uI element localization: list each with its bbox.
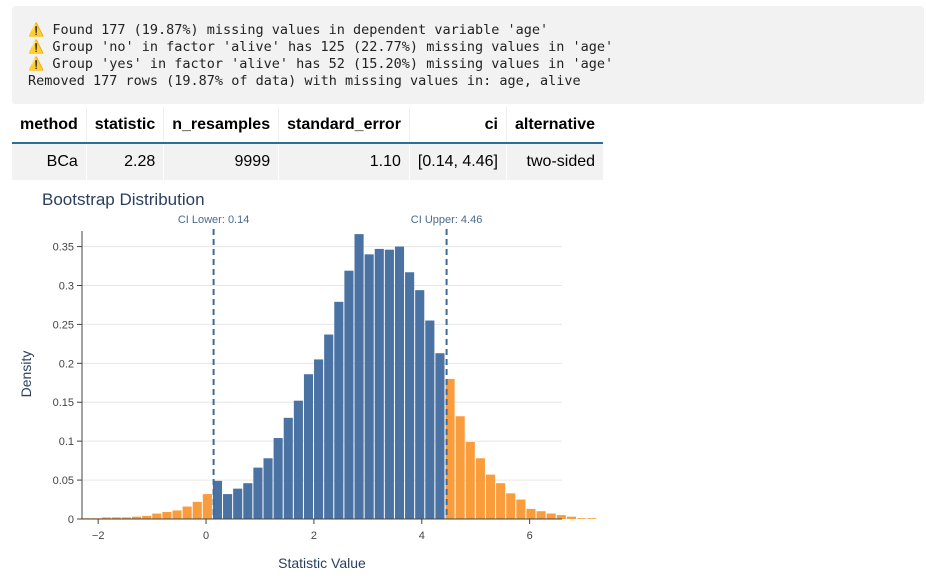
header-ci: ci: [408, 107, 507, 144]
histogram-bar: [344, 270, 354, 519]
log-text: Removed 177 rows (19.87% of data) with m…: [28, 73, 581, 89]
header-alternative: alternative: [505, 107, 604, 144]
histogram-bar: [202, 494, 212, 519]
y-tick-label: 0: [68, 514, 74, 526]
histogram-bar: [516, 499, 526, 519]
histogram-bar: [354, 234, 364, 519]
log-text: Found 177 (19.87%) missing values in dep…: [44, 22, 549, 38]
log-line: ⚠️ Group 'yes' in factor 'alive' has 52 …: [28, 56, 924, 73]
cell-method: BCa: [12, 143, 87, 180]
x-axis-label: Statistic Value: [278, 555, 366, 571]
histogram-bar: [233, 488, 243, 519]
histogram-bar: [253, 467, 263, 519]
warning-log: ⚠️ Found 177 (19.87%) missing values in …: [12, 6, 924, 104]
cell-n-resamples: 9999: [163, 143, 279, 180]
histogram-bar: [455, 416, 465, 519]
y-tick-label: 0.35: [53, 242, 74, 254]
header-n-resamples: n_resamples: [163, 107, 279, 144]
y-tick-label: 0.3: [59, 280, 74, 292]
y-tick-label: 0.1: [59, 436, 74, 448]
histogram-bar: [394, 246, 405, 519]
histogram-bar: [536, 511, 546, 519]
histogram-bar: [293, 400, 303, 519]
histogram-bar: [243, 483, 253, 519]
histogram-bar: [283, 417, 293, 519]
log-line: ⚠️ Found 177 (19.87%) missing values in …: [28, 22, 924, 39]
y-tick-label: 0.25: [53, 319, 74, 331]
histogram-bar: [475, 458, 485, 519]
histogram-bar: [496, 483, 506, 519]
cell-standard-error: 1.10: [278, 143, 410, 180]
warning-icon: ⚠️: [28, 57, 45, 72]
histogram-bar: [273, 438, 283, 519]
cell-ci: [0.14, 4.46]: [408, 143, 507, 180]
x-tick-label: 2: [311, 530, 317, 542]
histogram-bar: [546, 513, 556, 519]
histogram-bar: [182, 506, 192, 519]
y-axis-label: Density: [18, 351, 34, 398]
histogram-bar: [374, 248, 384, 519]
histogram-bar: [142, 515, 152, 519]
warning-icon: ⚠️: [28, 23, 45, 38]
histogram-bar: [152, 513, 162, 519]
histogram-bar: [556, 515, 566, 519]
histogram-bar: [223, 494, 233, 519]
log-text: Group 'no' in factor 'alive' has 125 (22…: [44, 39, 614, 55]
x-tick-label: 0: [203, 530, 209, 542]
header-method: method: [12, 107, 87, 144]
histogram-bar: [192, 501, 202, 519]
header-statistic: statistic: [85, 107, 164, 144]
ci-lower-label: CI Lower: 0.14: [178, 214, 250, 226]
cell-alternative: two-sided: [505, 143, 604, 180]
histogram-bar: [212, 480, 223, 519]
y-tick-label: 0.15: [53, 397, 74, 409]
bootstrap-distribution-chart: Bootstrap Distribution Statistic Value D…: [18, 190, 597, 571]
x-tick-label: 6: [527, 530, 533, 542]
log-text: Group 'yes' in factor 'alive' has 52 (15…: [44, 56, 614, 72]
histogram-bar: [485, 474, 496, 519]
y-tick-label: 0.05: [53, 475, 74, 487]
histogram-bar: [324, 334, 334, 519]
header-standard-error: standard_error: [278, 107, 410, 144]
histogram-bar: [162, 511, 172, 519]
y-tick-label: 0.2: [59, 358, 74, 370]
histogram-bar: [425, 320, 435, 519]
histogram-bar: [506, 493, 516, 519]
histogram-bar: [415, 290, 425, 519]
histogram-bar: [405, 272, 415, 519]
ci-upper-label: CI Upper: 4.46: [411, 214, 483, 226]
histogram-bar: [587, 518, 597, 519]
histogram-bar: [334, 301, 344, 519]
histogram-bar: [364, 254, 374, 519]
warning-icon: ⚠️: [28, 40, 45, 55]
bootstrap-result-table: method statistic n_resamples standard_er…: [12, 107, 604, 180]
histogram-bar: [445, 378, 455, 519]
log-line: Removed 177 rows (19.87% of data) with m…: [28, 73, 924, 90]
histogram-bar: [303, 374, 314, 519]
table-row: BCa 2.28 9999 1.10 [0.14, 4.46] two-side…: [12, 143, 604, 180]
histogram-bar: [384, 249, 394, 519]
x-tick-label: 4: [419, 530, 425, 542]
histogram-bar: [263, 458, 273, 519]
histogram-bar: [101, 517, 111, 519]
histogram-bar: [121, 517, 132, 519]
x-tick-label: −2: [92, 530, 105, 542]
histogram-bar: [465, 441, 475, 519]
chart-title: Bootstrap Distribution: [42, 190, 205, 209]
histogram-bar: [172, 510, 182, 519]
table-header-row: method statistic n_resamples standard_er…: [12, 107, 604, 144]
cell-statistic: 2.28: [85, 143, 164, 180]
histogram-bar: [314, 359, 324, 519]
histogram-bar: [526, 508, 536, 519]
histogram-bar: [435, 353, 445, 519]
histogram-bar: [566, 516, 576, 519]
histogram-bar: [132, 516, 142, 519]
histogram-bar: [576, 518, 587, 519]
log-line: ⚠️ Group 'no' in factor 'alive' has 125 …: [28, 39, 924, 56]
histogram-bar: [111, 517, 121, 519]
